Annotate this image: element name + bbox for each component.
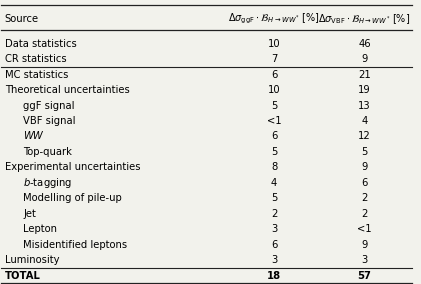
Text: $b$-tagging: $b$-tagging (23, 176, 72, 190)
Text: 19: 19 (358, 85, 371, 95)
Text: $\Delta\sigma_{\mathrm{VBF}} \cdot \mathcal{B}_{H\rightarrow WW^{*}}$ [%]: $\Delta\sigma_{\mathrm{VBF}} \cdot \math… (318, 12, 410, 26)
Text: Top-quark: Top-quark (23, 147, 72, 157)
Text: 6: 6 (271, 240, 277, 250)
Text: 6: 6 (361, 178, 368, 188)
Text: VBF signal: VBF signal (23, 116, 76, 126)
Text: 6: 6 (271, 131, 277, 141)
Text: $\Delta\sigma_{\mathrm{ggF}} \cdot \mathcal{B}_{H\rightarrow WW^{*}}$ [%]: $\Delta\sigma_{\mathrm{ggF}} \cdot \math… (228, 12, 320, 26)
Text: 4: 4 (361, 116, 368, 126)
Text: TOTAL: TOTAL (5, 271, 41, 281)
Text: Experimental uncertainties: Experimental uncertainties (5, 162, 140, 172)
Text: 3: 3 (361, 255, 368, 265)
Text: WW: WW (23, 131, 43, 141)
Text: ggF signal: ggF signal (23, 101, 75, 110)
Text: 13: 13 (358, 101, 371, 110)
Text: 10: 10 (268, 39, 280, 49)
Text: 5: 5 (271, 193, 277, 203)
Text: Modelling of pile-up: Modelling of pile-up (23, 193, 122, 203)
Text: 6: 6 (271, 70, 277, 80)
Text: 2: 2 (361, 193, 368, 203)
Text: <1: <1 (267, 116, 281, 126)
Text: MC statistics: MC statistics (5, 70, 68, 80)
Text: 4: 4 (271, 178, 277, 188)
Text: 10: 10 (268, 85, 280, 95)
Text: 7: 7 (271, 54, 277, 64)
Text: Theoretical uncertainties: Theoretical uncertainties (5, 85, 130, 95)
Text: 8: 8 (271, 162, 277, 172)
Text: 2: 2 (361, 209, 368, 219)
Text: 2: 2 (271, 209, 277, 219)
Text: Misidentified leptons: Misidentified leptons (23, 240, 128, 250)
Text: 9: 9 (361, 54, 368, 64)
Text: 5: 5 (271, 101, 277, 110)
Text: 3: 3 (271, 224, 277, 234)
Text: 5: 5 (271, 147, 277, 157)
Text: 18: 18 (267, 271, 281, 281)
Text: 57: 57 (357, 271, 371, 281)
Text: Jet: Jet (23, 209, 36, 219)
Text: 3: 3 (271, 255, 277, 265)
Text: Luminosity: Luminosity (5, 255, 59, 265)
Text: 5: 5 (361, 147, 368, 157)
Text: 9: 9 (361, 240, 368, 250)
Text: Data statistics: Data statistics (5, 39, 77, 49)
Text: 21: 21 (358, 70, 371, 80)
Text: 9: 9 (361, 162, 368, 172)
Text: 46: 46 (358, 39, 371, 49)
Text: Lepton: Lepton (23, 224, 57, 234)
Text: Source: Source (5, 14, 39, 24)
Text: 12: 12 (358, 131, 371, 141)
Text: <1: <1 (357, 224, 372, 234)
Text: CR statistics: CR statistics (5, 54, 67, 64)
